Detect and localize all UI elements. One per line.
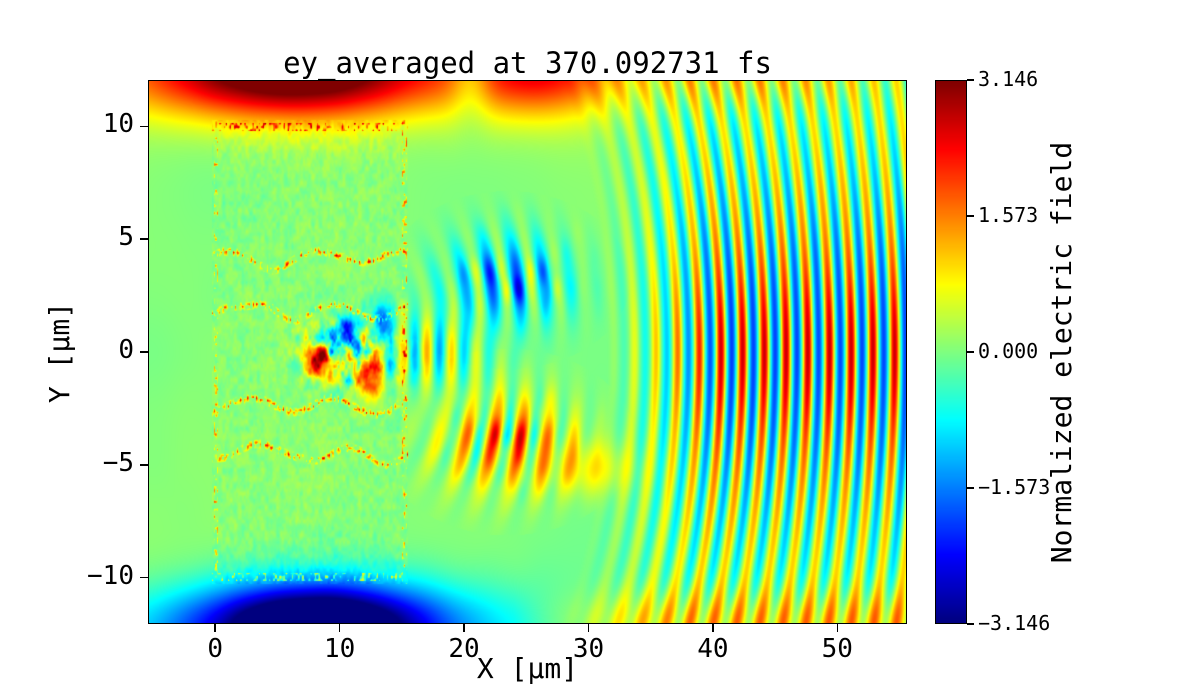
colorbar-tick-label: 1.573 (978, 203, 1039, 227)
colorbar-tick (967, 79, 974, 81)
heatmap-plot-area (148, 80, 907, 624)
colorbar-tick (967, 487, 974, 489)
y-tick (140, 238, 148, 240)
colorbar-tick-label: 3.146 (978, 67, 1039, 91)
y-tick (140, 464, 148, 466)
colorbar-canvas (936, 81, 966, 623)
y-axis-label-box: Y [μm] (38, 80, 82, 624)
x-tick (836, 624, 839, 632)
y-tick (140, 576, 148, 579)
x-tick (214, 624, 216, 632)
y-axis-label: Y [μm] (43, 301, 77, 403)
y-tick (140, 125, 148, 128)
colorbar-tick (967, 215, 974, 217)
colorbar-tick (967, 623, 974, 625)
colorbar-tick-label: 0.000 (978, 339, 1039, 363)
colorbar (935, 80, 967, 624)
chart-title: ey_averaged at 370.092731 fs (283, 46, 772, 80)
colorbar-label: Normalized electric field (1045, 141, 1079, 563)
x-tick (338, 624, 341, 632)
heatmap-canvas (149, 81, 906, 623)
x-tick (463, 624, 465, 632)
colorbar-tick (967, 351, 974, 353)
x-tick (587, 624, 590, 632)
y-tick (140, 351, 148, 353)
x-tick (712, 624, 714, 632)
x-axis-label: X [μm] (476, 652, 579, 685)
colorbar-label-box: Normalized electric field (1038, 80, 1086, 624)
